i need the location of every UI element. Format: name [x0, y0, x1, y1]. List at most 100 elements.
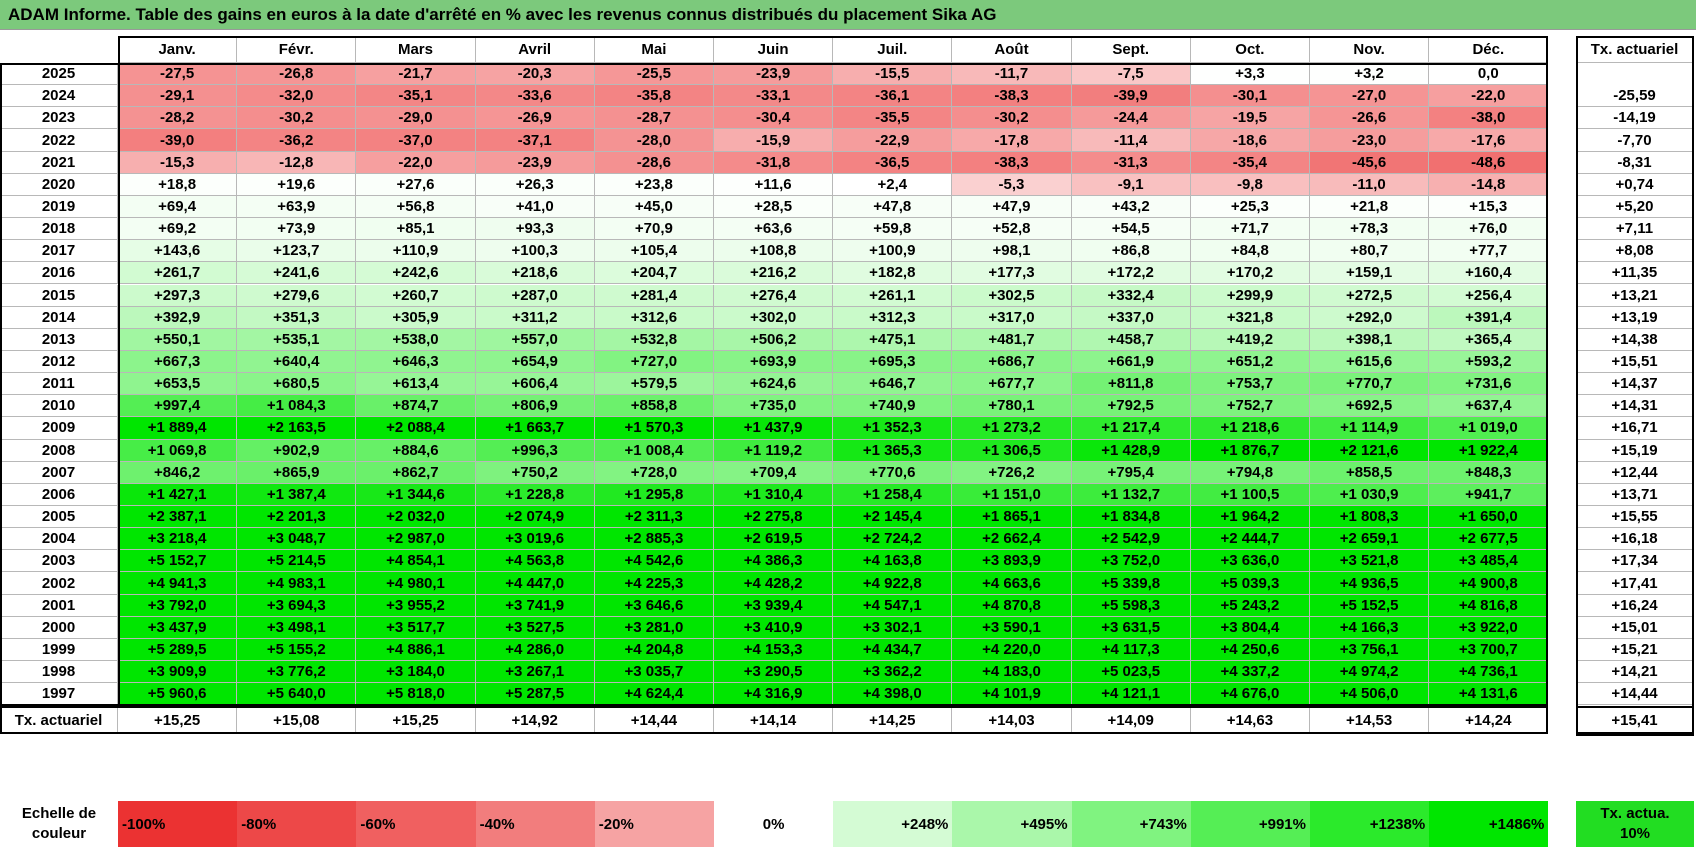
- value-cell: +98,1: [952, 240, 1072, 263]
- value-cell: +2 311,3: [594, 506, 714, 529]
- value-cell: +3 741,9: [475, 594, 595, 617]
- value-cell: +43,2: [1071, 195, 1191, 219]
- value-cell: +4 974,2: [1310, 661, 1430, 684]
- value-cell: +4 676,0: [1190, 683, 1310, 706]
- footer-value: +14,53: [1310, 707, 1430, 735]
- value-cell: 0,0: [1429, 63, 1549, 86]
- value-cell: +86,8: [1071, 240, 1191, 263]
- month-header: Déc.: [1429, 36, 1549, 63]
- tx-cell: +11,35: [1576, 262, 1694, 285]
- value-cell: +615,6: [1310, 350, 1430, 374]
- value-cell: +78,3: [1310, 218, 1430, 241]
- value-cell: +4 117,3: [1071, 638, 1191, 662]
- value-cell: +3 437,9: [118, 616, 238, 639]
- value-cell: +172,2: [1071, 262, 1191, 285]
- value-cell: -35,8: [594, 85, 714, 108]
- legend-swatch: +495%: [952, 801, 1072, 847]
- value-cell: +795,4: [1071, 461, 1191, 484]
- tx-cell: +14,37: [1576, 373, 1694, 396]
- value-cell: +70,9: [594, 218, 714, 241]
- value-cell: -30,2: [952, 107, 1072, 130]
- value-cell: +1 084,3: [237, 395, 357, 418]
- value-cell: +4 163,8: [833, 550, 953, 573]
- value-cell: +884,6: [356, 439, 476, 462]
- value-cell: -20,3: [475, 63, 595, 86]
- value-cell: +256,4: [1429, 284, 1549, 307]
- value-cell: -19,5: [1190, 107, 1310, 130]
- value-cell: +4 337,2: [1190, 661, 1310, 684]
- year: 2012: [0, 350, 118, 374]
- value-cell: +535,1: [237, 328, 357, 351]
- value-cell: +3 804,4: [1190, 616, 1310, 639]
- value-cell: +1 427,1: [118, 483, 238, 506]
- value-cell: +4 166,3: [1310, 616, 1430, 639]
- value-cell: +3 694,3: [237, 594, 357, 617]
- value-cell: +218,6: [475, 262, 595, 285]
- value-cell: -30,4: [714, 107, 834, 130]
- value-cell: -45,6: [1310, 151, 1430, 174]
- value-cell: +1 306,5: [952, 439, 1072, 462]
- value-cell: +2,4: [833, 173, 953, 196]
- value-cell: -11,4: [1071, 129, 1191, 152]
- value-cell: +997,4: [118, 395, 238, 418]
- value-cell: +182,8: [833, 262, 953, 285]
- value-cell: +69,4: [118, 195, 238, 219]
- tx-cell: +13,19: [1576, 306, 1694, 329]
- value-cell: +4 980,1: [356, 572, 476, 595]
- value-cell: -27,0: [1310, 85, 1430, 108]
- value-cell: -15,9: [714, 129, 834, 152]
- value-cell: -27,5: [118, 63, 238, 86]
- footer-value: +14,03: [952, 707, 1072, 735]
- value-cell: +100,9: [833, 240, 953, 263]
- tx-cell: +14,31: [1576, 395, 1694, 418]
- value-cell: +4 250,6: [1190, 638, 1310, 662]
- value-cell: +2 074,9: [475, 506, 595, 529]
- value-cell: +1 650,0: [1429, 506, 1549, 529]
- value-cell: +770,6: [833, 461, 953, 484]
- value-cell: -23,0: [1310, 129, 1430, 152]
- value-cell: +160,4: [1429, 262, 1549, 285]
- value-cell: +337,0: [1071, 306, 1191, 329]
- value-cell: -33,1: [714, 85, 834, 108]
- tx-cell: +0,74: [1576, 173, 1694, 196]
- year: 2013: [0, 328, 118, 351]
- value-cell: +4 220,0: [952, 638, 1072, 662]
- value-cell: +23,8: [594, 173, 714, 196]
- value-cell: +680,5: [237, 373, 357, 396]
- value-cell: +287,0: [475, 284, 595, 307]
- value-cell: +4 101,9: [952, 683, 1072, 706]
- value-cell: -29,1: [118, 85, 238, 108]
- value-cell: +5 289,5: [118, 638, 238, 662]
- legend-label: Echelle de couleur: [21, 805, 97, 842]
- value-cell: +5 023,5: [1071, 661, 1191, 684]
- value-cell: -7,5: [1071, 63, 1191, 86]
- value-cell: +100,3: [475, 240, 595, 263]
- month-header: Nov.: [1310, 36, 1430, 63]
- month-header: Sept.: [1071, 36, 1191, 63]
- value-cell: +862,7: [356, 461, 476, 484]
- value-cell: +76,0: [1429, 218, 1549, 241]
- value-cell: +865,9: [237, 461, 357, 484]
- value-cell: +4 204,8: [594, 638, 714, 662]
- value-cell: +2 662,4: [952, 528, 1072, 551]
- value-cell: +56,8: [356, 195, 476, 219]
- value-cell: +3 909,9: [118, 661, 238, 684]
- value-cell: +1 834,8: [1071, 506, 1191, 529]
- value-cell: +71,7: [1190, 218, 1310, 241]
- value-cell: -9,8: [1190, 173, 1310, 196]
- value-cell: +45,0: [594, 195, 714, 219]
- value-cell: +5 214,5: [237, 550, 357, 573]
- value-cell: +59,8: [833, 218, 953, 241]
- value-cell: +15,3: [1429, 195, 1549, 219]
- value-cell: +3 362,2: [833, 661, 953, 684]
- tx-cell: +13,71: [1576, 483, 1694, 506]
- value-cell: +4 547,1: [833, 594, 953, 617]
- value-cell: +3 646,6: [594, 594, 714, 617]
- year: 2025: [0, 63, 118, 86]
- year: 2014: [0, 306, 118, 329]
- value-cell: -31,8: [714, 151, 834, 174]
- month-header: Janv.: [118, 36, 238, 63]
- value-cell: +63,6: [714, 218, 834, 241]
- value-cell: +794,8: [1190, 461, 1310, 484]
- value-cell: +3 955,2: [356, 594, 476, 617]
